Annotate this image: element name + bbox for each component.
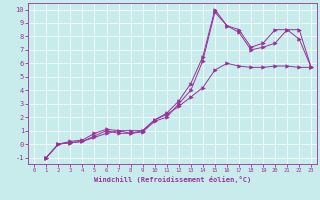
X-axis label: Windchill (Refroidissement éolien,°C): Windchill (Refroidissement éolien,°C) (94, 176, 251, 183)
